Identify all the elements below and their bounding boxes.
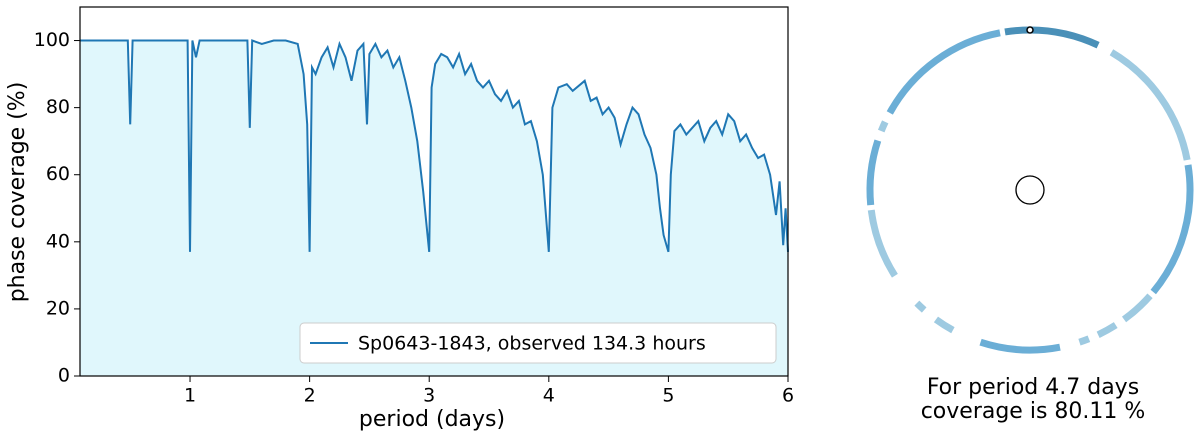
y-axis-label: phase coverage (%)	[5, 82, 30, 303]
coverage-arc	[1078, 335, 1091, 346]
coverage-arc	[1004, 26, 1031, 36]
x-tick-label: 2	[304, 385, 316, 407]
y-tick-label: 40	[46, 230, 70, 252]
coverage-arc	[1109, 49, 1191, 161]
x-tick-label: 3	[423, 385, 435, 407]
y-tick-label: 0	[58, 365, 70, 387]
caption-line: coverage is 80.11 %	[921, 399, 1146, 424]
x-tick-label: 5	[662, 385, 674, 407]
plot-frame	[79, 6, 789, 377]
coverage-arc	[979, 338, 1061, 354]
phase-marker	[1026, 26, 1034, 34]
coverage-arc	[1096, 322, 1118, 338]
coverage-arc	[1121, 293, 1153, 323]
coverage-arc	[877, 120, 889, 133]
y-tick-label: 60	[46, 163, 70, 185]
coverage-arc	[1150, 164, 1194, 295]
coverage-arc	[867, 209, 898, 278]
coverage-arc	[914, 300, 927, 313]
caption-line: For period 4.7 days	[927, 375, 1139, 400]
center-circle	[1015, 175, 1045, 205]
area-fill	[80, 40, 788, 376]
y-tick-label: 20	[46, 297, 70, 319]
coverage-arc	[933, 316, 955, 334]
x-tick-label: 4	[543, 385, 555, 407]
y-tick-label: 80	[46, 96, 70, 118]
legend-label: Sp0643-1843, observed 134.3 hours	[358, 333, 706, 355]
coverage-arc	[1029, 26, 1100, 49]
legend-box	[299, 322, 777, 364]
x-tick-label: 6	[782, 385, 794, 407]
coverage-arc	[886, 29, 1001, 115]
y-tick-label: 100	[34, 29, 70, 51]
x-tick-label: 1	[184, 385, 196, 407]
x-axis-label: period (days)	[359, 407, 505, 432]
coverage-arc	[866, 139, 882, 206]
line	[80, 39, 789, 253]
